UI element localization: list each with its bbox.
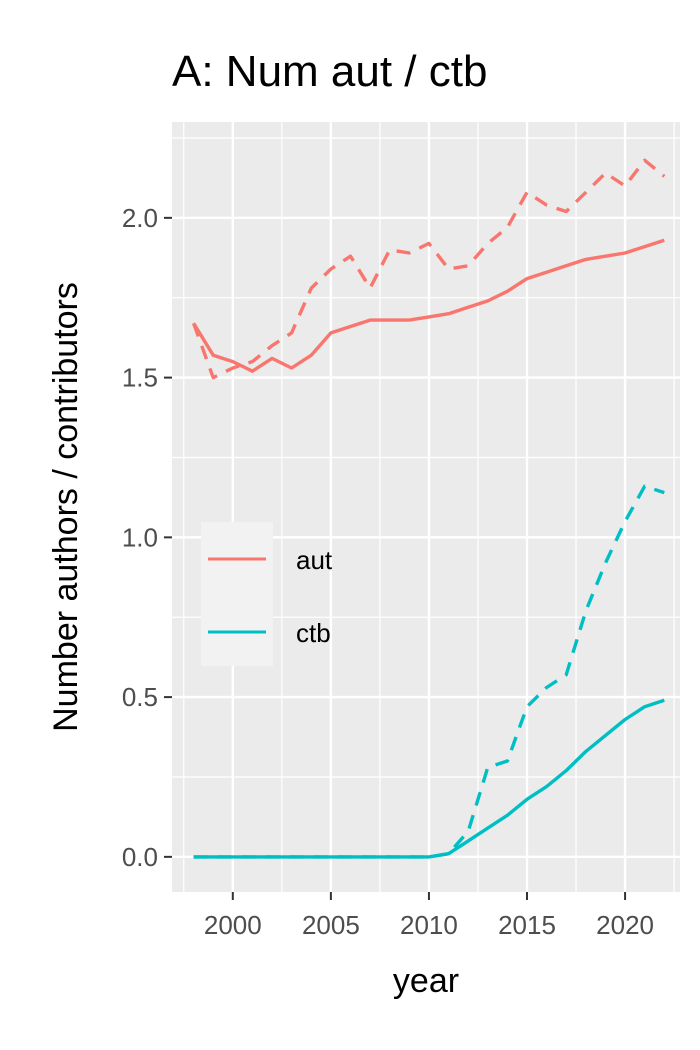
plot-panel	[172, 122, 680, 892]
x-axis: 2000 2005 2010 2015 2020	[204, 892, 654, 940]
y-axis: 0.0 0.5 1.0 1.5 2.0	[122, 203, 172, 872]
series-line-ctb-dashed	[193, 484, 665, 859]
y-tick-label: 2.0	[122, 203, 158, 233]
x-tick-label: 2005	[302, 910, 360, 940]
legend: aut ctb	[201, 522, 333, 666]
legend-label-aut: aut	[296, 545, 333, 575]
y-tick-label: 1.0	[122, 522, 158, 552]
legend-background	[201, 522, 273, 666]
series-line-aut-dashed	[192, 158, 666, 380]
series-layer	[192, 158, 666, 859]
y-tick-label: 0.0	[122, 842, 158, 872]
y-tick-label: 1.5	[122, 363, 158, 393]
legend-label-ctb: ctb	[296, 618, 331, 648]
x-tick-label: 2000	[204, 910, 262, 940]
series-line-aut-solid	[192, 238, 665, 373]
chart-title: A: Num aut / ctb	[172, 47, 487, 96]
y-tick-label: 0.5	[122, 682, 158, 712]
y-axis-title: Number authors / contributors	[47, 282, 85, 732]
x-axis-title: year	[393, 962, 459, 1000]
grid-major	[172, 122, 680, 892]
x-tick-label: 2010	[400, 910, 458, 940]
x-tick-label: 2015	[498, 910, 556, 940]
x-tick-label: 2020	[596, 910, 654, 940]
